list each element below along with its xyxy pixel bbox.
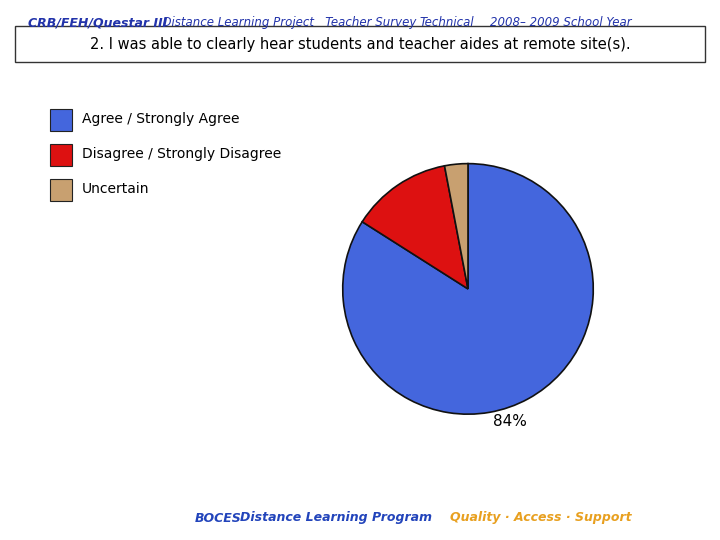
Bar [50,109,72,131]
Text: 84%: 84% [493,415,527,429]
Text: 2. I was able to clearly hear students and teacher aides at remote site(s).: 2. I was able to clearly hear students a… [90,37,630,51]
Text: Technical: Technical [420,16,474,29]
Text: 2008– 2009 School Year: 2008– 2009 School Year [490,16,631,29]
Text: Distance Learning Project   Teacher Survey: Distance Learning Project Teacher Survey [155,16,416,29]
Bar [50,144,72,166]
Bar [50,179,72,201]
Text: CRB/FEH/Questar III: CRB/FEH/Questar III [28,16,167,29]
Text: Distance Learning Program: Distance Learning Program [240,511,432,524]
Text: Uncertain: Uncertain [82,182,150,196]
Text: Disagree / Strongly Disagree: Disagree / Strongly Disagree [82,147,282,161]
FancyBboxPatch shape [15,26,705,62]
Wedge shape [343,164,593,414]
Text: Agree / Strongly Agree: Agree / Strongly Agree [82,112,240,126]
Text: 3%: 3% [478,260,502,275]
Wedge shape [362,166,468,289]
Wedge shape [444,164,468,289]
Text: BOCES: BOCES [195,511,242,524]
Text: 13%: 13% [345,265,379,280]
Text: Quality · Access · Support: Quality · Access · Support [450,511,631,524]
